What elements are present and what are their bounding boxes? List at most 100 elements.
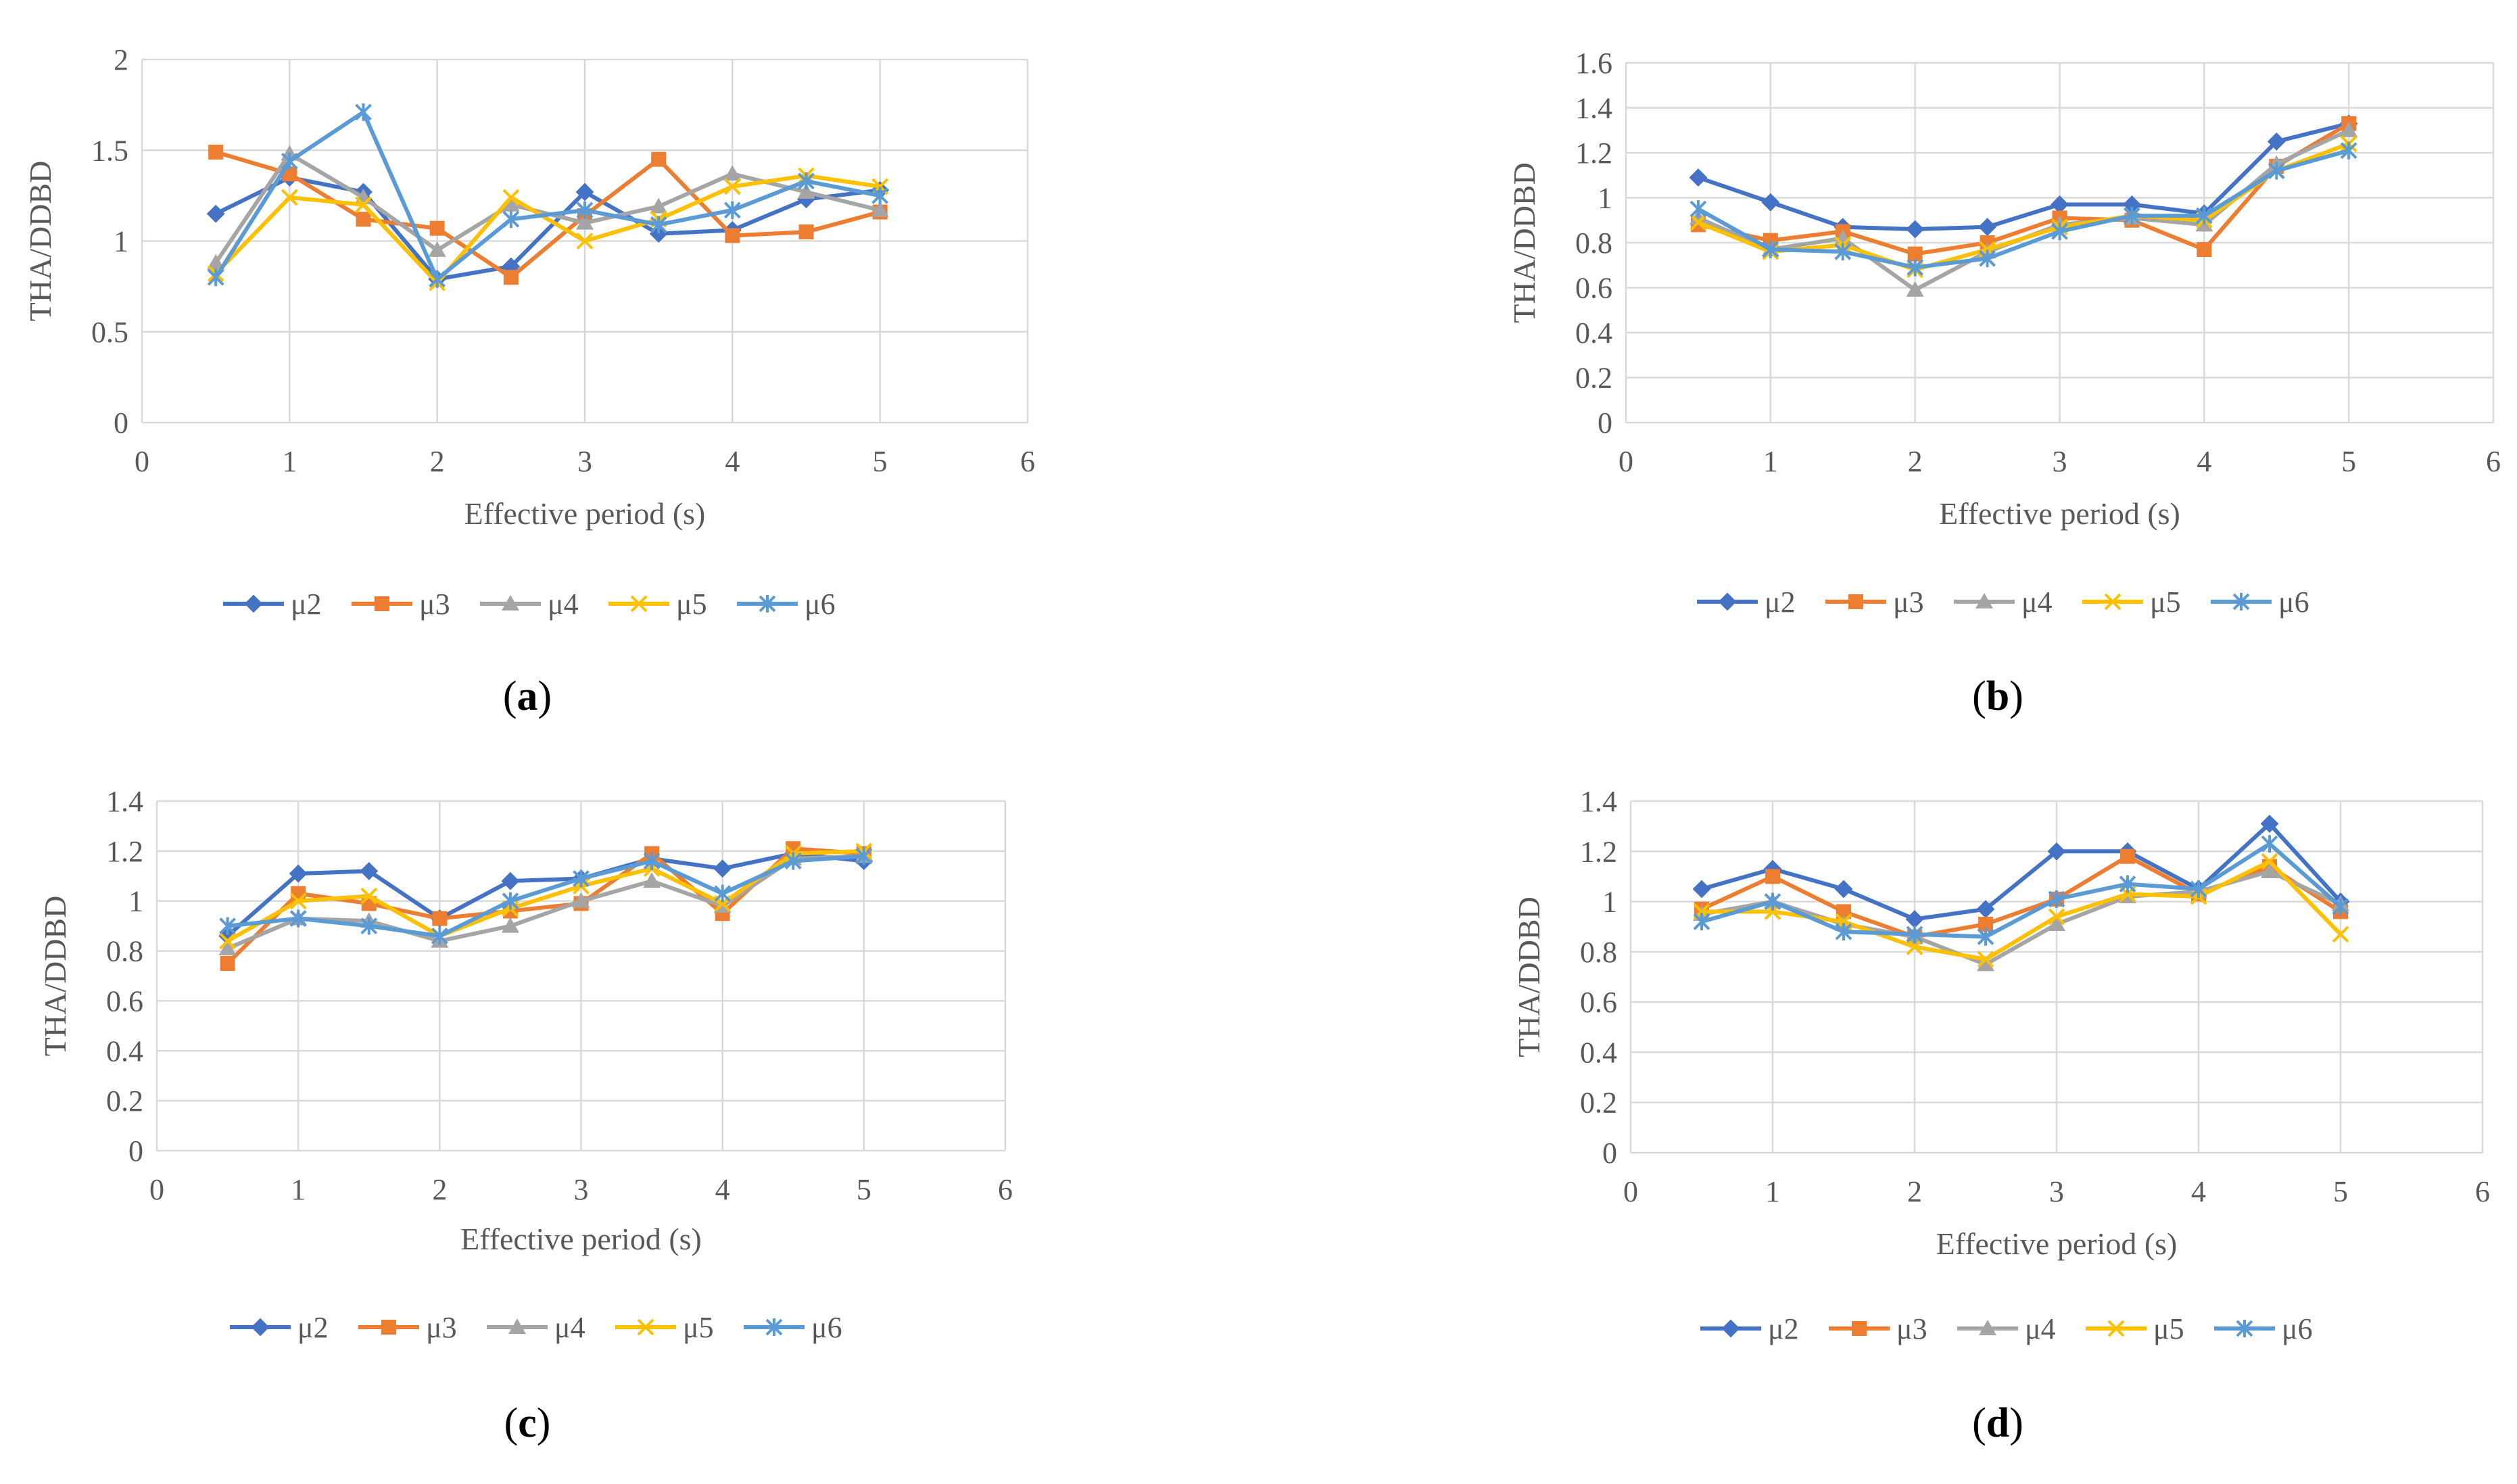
legend-item-mu3: μ3 — [1829, 1312, 1927, 1345]
y-tick-label: 1.4 — [106, 785, 143, 818]
data-point-mu2 — [1834, 880, 1853, 899]
data-point-mu4 — [797, 183, 815, 199]
legend-item-mu6: μ6 — [744, 1311, 842, 1344]
x-axis-label: Effective period (s) — [464, 496, 706, 531]
data-point-mu6 — [1762, 240, 1779, 258]
legend-item-mu4: μ4 — [487, 1311, 585, 1344]
legend-marker-mu5 — [637, 1318, 654, 1336]
series-mu2 — [1689, 114, 2358, 239]
legend-label: μ6 — [805, 588, 836, 621]
series-mu6 — [1693, 835, 2349, 946]
x-axis-label: Effective period (s) — [1939, 496, 2180, 531]
data-point-mu6 — [2195, 207, 2213, 225]
data-point-mu6 — [1907, 258, 1924, 277]
data-point-mu6 — [871, 187, 889, 205]
legend-item-mu6: μ6 — [737, 588, 836, 621]
data-point-mu3 — [1907, 246, 1923, 262]
legend-label: μ3 — [1893, 585, 1924, 619]
x-tick-label: 4 — [715, 1173, 730, 1206]
data-point-mu6 — [798, 172, 815, 190]
y-tick-label: 1.4 — [1580, 785, 1617, 818]
data-point-mu2 — [1905, 910, 1924, 928]
x-tick-label: 2 — [432, 1173, 447, 1206]
legend-label: μ2 — [297, 1311, 329, 1344]
y-axis-label: THA/DDBD — [1507, 162, 1541, 323]
legend-item-mu2: μ2 — [223, 588, 322, 621]
data-point-mu6 — [429, 270, 446, 288]
data-point-mu6 — [2332, 898, 2349, 915]
series-line-mu6 — [227, 854, 865, 938]
legend-marker-mu2 — [244, 594, 263, 613]
data-point-mu6 — [2340, 141, 2357, 160]
y-tick-label: 0.4 — [106, 1034, 143, 1068]
data-point-mu6 — [2119, 875, 2136, 893]
x-tick-label: 5 — [857, 1173, 871, 1206]
data-point-mu4 — [650, 197, 668, 214]
data-point-mu6 — [2124, 207, 2140, 225]
data-point-mu3 — [429, 220, 445, 236]
y-tick-label: 1 — [128, 885, 143, 918]
data-point-mu6 — [2051, 222, 2068, 241]
legend: μ2 μ3 μ4 μ5 μ6 — [223, 588, 836, 621]
y-tick-label: 1 — [1598, 182, 1612, 215]
legend-item-mu5: μ5 — [608, 588, 707, 621]
data-point-mu4 — [643, 872, 661, 888]
y-tick-label: 0.4 — [1580, 1036, 1617, 1069]
data-point-mu6 — [2261, 835, 2278, 853]
legend-marker-mu6 — [765, 1318, 783, 1336]
data-point-mu2 — [713, 859, 732, 878]
data-point-mu5 — [723, 178, 741, 195]
y-tick-label: 0.8 — [1580, 936, 1617, 969]
series-line-mu2 — [1701, 821, 2343, 921]
y-tick-label: 1 — [114, 225, 128, 258]
legend-marker-mu6 — [2232, 593, 2250, 611]
data-point-mu6 — [207, 268, 224, 287]
x-tick-label: 2 — [1908, 445, 1923, 478]
data-point-mu4 — [501, 917, 519, 933]
data-point-mu5 — [289, 892, 307, 910]
data-point-mu4 — [218, 939, 237, 955]
data-point-mu5 — [1689, 214, 1707, 231]
legend-label: μ5 — [2153, 1312, 2184, 1345]
data-point-mu5 — [2332, 926, 2349, 943]
series-mu5 — [1689, 135, 2357, 279]
legend: μ2 μ3 μ4 μ5 μ6 — [1700, 1312, 2313, 1345]
data-point-mu6 — [1834, 243, 1852, 261]
data-point-mu4 — [576, 214, 594, 230]
data-point-mu4 — [1906, 281, 1924, 297]
legend-item-mu4: μ4 — [1957, 1312, 2056, 1345]
legend-label: μ2 — [291, 588, 322, 621]
data-point-mu6 — [355, 103, 372, 121]
data-point-mu5 — [1977, 951, 1994, 968]
legend-item-mu6: μ6 — [2214, 1312, 2313, 1345]
x-tick-label: 0 — [135, 445, 149, 478]
x-tick-label: 3 — [577, 445, 592, 478]
x-tick-label: 2 — [430, 445, 445, 478]
legend-item-mu2: μ2 — [230, 1311, 329, 1344]
legend-marker-mu3 — [1852, 1321, 1867, 1336]
data-point-mu2 — [206, 204, 225, 223]
legend-label: μ4 — [2025, 1312, 2056, 1345]
y-tick-label: 0.6 — [106, 984, 143, 1018]
data-point-mu4 — [428, 241, 446, 257]
panel-label-c: (c) — [504, 1400, 551, 1446]
data-point-mu6 — [643, 852, 661, 870]
data-point-mu5 — [502, 189, 520, 206]
series-line-mu3 — [1700, 854, 2342, 939]
y-axis-label: THA/DDBD — [38, 896, 72, 1057]
data-point-mu6 — [576, 201, 594, 219]
x-tick-label: 4 — [725, 445, 740, 478]
legend: μ2 μ3 μ4 μ5 μ6 — [230, 1311, 842, 1344]
y-tick-label: 0 — [128, 1134, 143, 1168]
data-point-mu6 — [2268, 162, 2285, 180]
x-tick-label: 5 — [873, 445, 888, 478]
data-point-mu5 — [1906, 938, 1923, 955]
legend-label: μ5 — [676, 588, 707, 621]
legend-item-mu3: μ3 — [352, 588, 450, 621]
data-point-mu2 — [289, 864, 308, 883]
legend-item-mu5: μ5 — [2082, 585, 2181, 619]
data-point-mu2 — [2051, 195, 2069, 214]
data-point-mu3 — [1765, 869, 1780, 884]
legend: μ2 μ3 μ4 μ5 μ6 — [1697, 585, 2309, 619]
